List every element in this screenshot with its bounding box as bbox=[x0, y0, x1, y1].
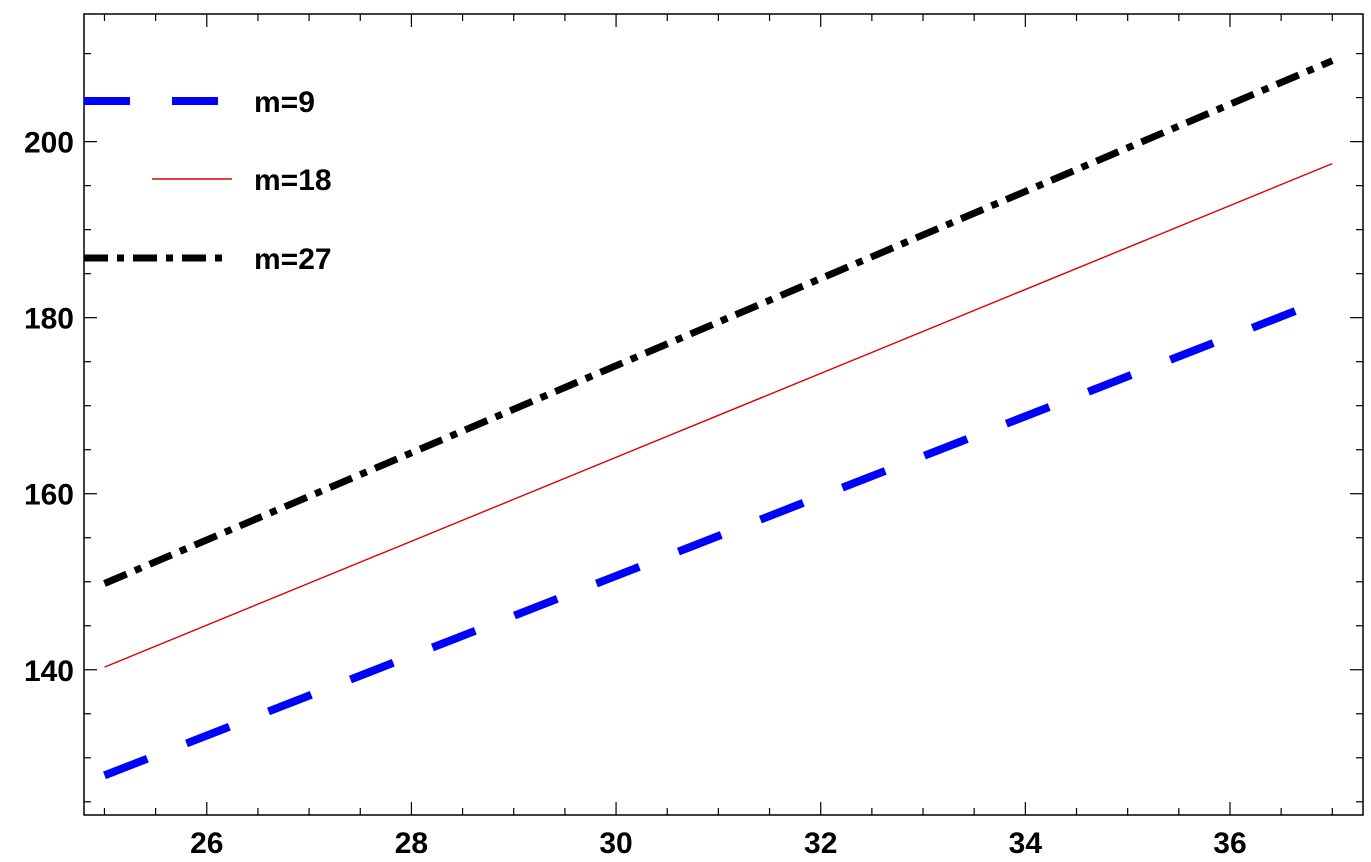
legend: m=9 m=18 m=27 bbox=[84, 86, 332, 276]
x-tick-label: 34 bbox=[1009, 827, 1043, 860]
x-tick-label: 36 bbox=[1213, 827, 1246, 860]
y-tick-label: 180 bbox=[24, 303, 74, 336]
legend-label-2: m=18 bbox=[254, 164, 332, 197]
x-tick-label: 30 bbox=[599, 827, 632, 860]
x-tick-label: 26 bbox=[190, 827, 223, 860]
x-tick-label: 32 bbox=[804, 827, 837, 860]
plot-frame bbox=[83, 13, 1364, 816]
y-tick-label: 160 bbox=[24, 479, 74, 512]
series-lines bbox=[103, 57, 1334, 780]
y-tick-label: 200 bbox=[24, 127, 74, 160]
legend-label-3: m=27 bbox=[254, 243, 332, 276]
series-line-2 bbox=[104, 162, 1333, 668]
axis-tick-labels: 26 28 30 32 34 36 140 160 180 200 bbox=[24, 127, 1247, 860]
x-tick-label: 28 bbox=[395, 827, 428, 860]
y-tick-label: 140 bbox=[24, 655, 74, 688]
series-line-1 bbox=[103, 292, 1334, 780]
legend-label-1: m=9 bbox=[254, 86, 315, 119]
series-line-3 bbox=[103, 57, 1334, 587]
axis-ticks bbox=[84, 14, 1363, 815]
